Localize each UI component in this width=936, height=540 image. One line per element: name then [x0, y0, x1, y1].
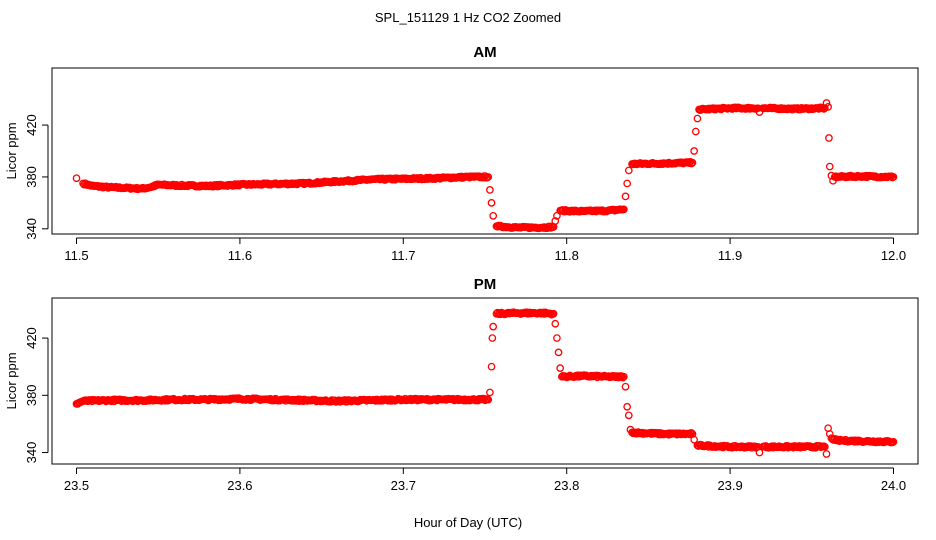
data-point [554, 348, 563, 357]
panel-pm: PM Licor ppm 23.5 23.6 23.7 23.8 23.9 24.0 34… [4, 276, 919, 493]
data-point [825, 134, 833, 142]
data-point [824, 103, 832, 111]
y-tick-label: 420 [24, 327, 39, 349]
x-tick-label: 11.5 [64, 248, 88, 263]
data-point [486, 388, 494, 397]
panel-am-plot-box [51, 67, 919, 235]
data-point [889, 173, 898, 181]
panel-am-y-axis: 340 380 420 [24, 114, 49, 240]
data-point [556, 364, 565, 372]
x-tick-label: 11.9 [718, 248, 742, 263]
y-tick-label: 380 [24, 384, 39, 406]
data-point [488, 334, 497, 342]
x-tick-label: 23.6 [227, 478, 252, 493]
data-point [484, 173, 493, 181]
panel-pm-y-axis: 340 380 420 [24, 327, 49, 464]
data-point [623, 402, 632, 411]
panel-pm-points [72, 308, 898, 458]
data-point [549, 309, 558, 318]
x-tick-label: 23.8 [554, 478, 579, 493]
x-tick-label: 11.7 [391, 248, 415, 263]
data-point [822, 99, 831, 107]
data-point [624, 411, 633, 420]
data-point [551, 217, 560, 225]
data-point [621, 192, 630, 201]
data-point [822, 450, 831, 458]
data-point [690, 147, 698, 155]
y-tick-label: 380 [24, 166, 39, 188]
data-point [755, 448, 764, 457]
x-tick-label: 23.5 [64, 478, 89, 493]
data-point [690, 435, 698, 444]
panel-pm-plot-box [51, 297, 919, 465]
data-point [551, 319, 560, 328]
x-tick-label: 23.7 [391, 478, 416, 493]
data-point [691, 127, 700, 136]
data-point [889, 437, 898, 446]
figure-xlabel: Hour of Day (UTC) [414, 515, 522, 530]
panel-pm-ylabel: Licor ppm [4, 352, 19, 409]
y-tick-label: 340 [24, 218, 39, 240]
data-point [624, 166, 633, 175]
data-point [693, 114, 702, 123]
y-tick-label: 340 [24, 442, 39, 464]
x-tick-label: 24.0 [881, 478, 906, 493]
data-point [687, 159, 696, 168]
data-point [825, 162, 834, 171]
data-point [484, 395, 493, 404]
panel-pm-x-axis: 23.5 23.6 23.7 23.8 23.9 24.0 [64, 467, 906, 493]
x-tick-label: 12.0 [881, 248, 906, 263]
data-point [687, 429, 696, 437]
y-tick-label: 420 [24, 114, 39, 136]
panel-pm-title: PM [474, 276, 497, 293]
figure-title: SPL_151129 1 Hz CO2 Zoomed [375, 10, 561, 25]
data-point [620, 372, 628, 381]
data-point [479, 173, 487, 182]
panel-am-title: AM [473, 44, 496, 61]
data-point [623, 179, 632, 188]
data-point [621, 382, 630, 391]
data-point [489, 211, 498, 220]
data-point [553, 334, 561, 342]
data-point [487, 362, 496, 371]
data-point [486, 186, 494, 194]
data-point [688, 158, 697, 167]
panel-am-x-axis: 11.5 11.6 11.7 11.8 11.9 12.0 [64, 237, 906, 263]
panel-am: AM Licor ppm 11.5 11.6 11.7 11.8 11.9 12.0 34… [4, 44, 919, 263]
data-point [489, 322, 498, 331]
x-tick-label: 11.8 [555, 248, 579, 263]
data-point [821, 442, 829, 451]
data-point [72, 174, 81, 183]
data-point [619, 373, 627, 382]
x-tick-label: 11.6 [228, 248, 252, 263]
panel-am-ylabel: Licor ppm [4, 122, 19, 179]
data-point [620, 205, 628, 214]
panel-am-points [72, 99, 898, 233]
x-tick-label: 23.9 [717, 478, 742, 493]
data-point [487, 199, 496, 207]
